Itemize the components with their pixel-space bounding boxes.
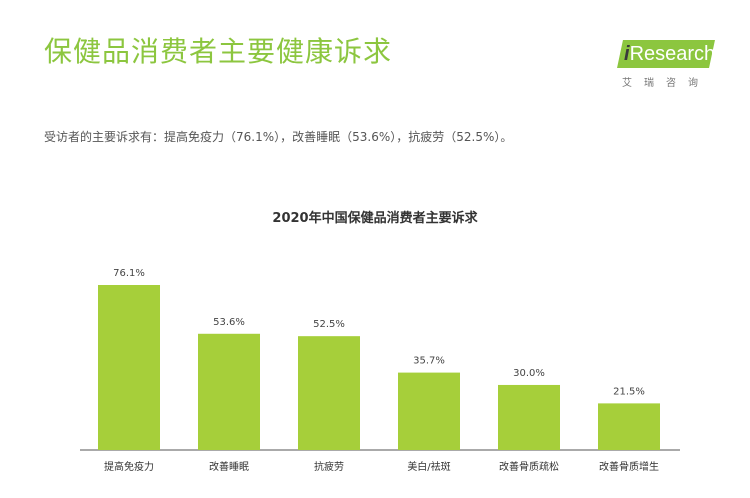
category-label: 改善骨质疏松 <box>499 460 559 473</box>
category-label: 改善骨质增生 <box>599 460 659 473</box>
category-label: 改善睡眠 <box>209 460 249 473</box>
bar <box>598 403 660 450</box>
category-label: 美白/祛斑 <box>407 460 450 473</box>
bar <box>298 336 360 450</box>
logo-name: Research <box>629 43 716 65</box>
data-label: 52.5% <box>313 319 345 330</box>
data-label: 21.5% <box>613 386 645 397</box>
logo-wordmark: iResearch <box>624 41 715 67</box>
logo-subtitle: 艾瑞咨询 <box>622 78 710 89</box>
bar <box>398 372 460 450</box>
page-title: 保健品消费者主要健康诉求 <box>44 35 393 68</box>
iresearch-logo: iResearch 艾瑞咨询 <box>617 38 718 89</box>
bar <box>498 384 560 450</box>
category-label: 抗疲劳 <box>314 460 344 473</box>
data-label: 53.6% <box>213 317 245 328</box>
bar <box>98 285 160 450</box>
logo-prefix: i <box>624 43 630 65</box>
bar <box>198 333 260 450</box>
category-label: 提高免疫力 <box>104 460 154 473</box>
data-label: 30.0% <box>513 368 545 379</box>
summary-text: 受访者的主要诉求有：提高免疫力（76.1%），改善睡眠（53.6%），抗疲劳（5… <box>44 130 513 144</box>
chart-title: 2020年中国保健品消费者主要诉求 <box>272 211 478 226</box>
data-label: 35.7% <box>413 356 445 367</box>
data-label: 76.1% <box>113 268 145 279</box>
